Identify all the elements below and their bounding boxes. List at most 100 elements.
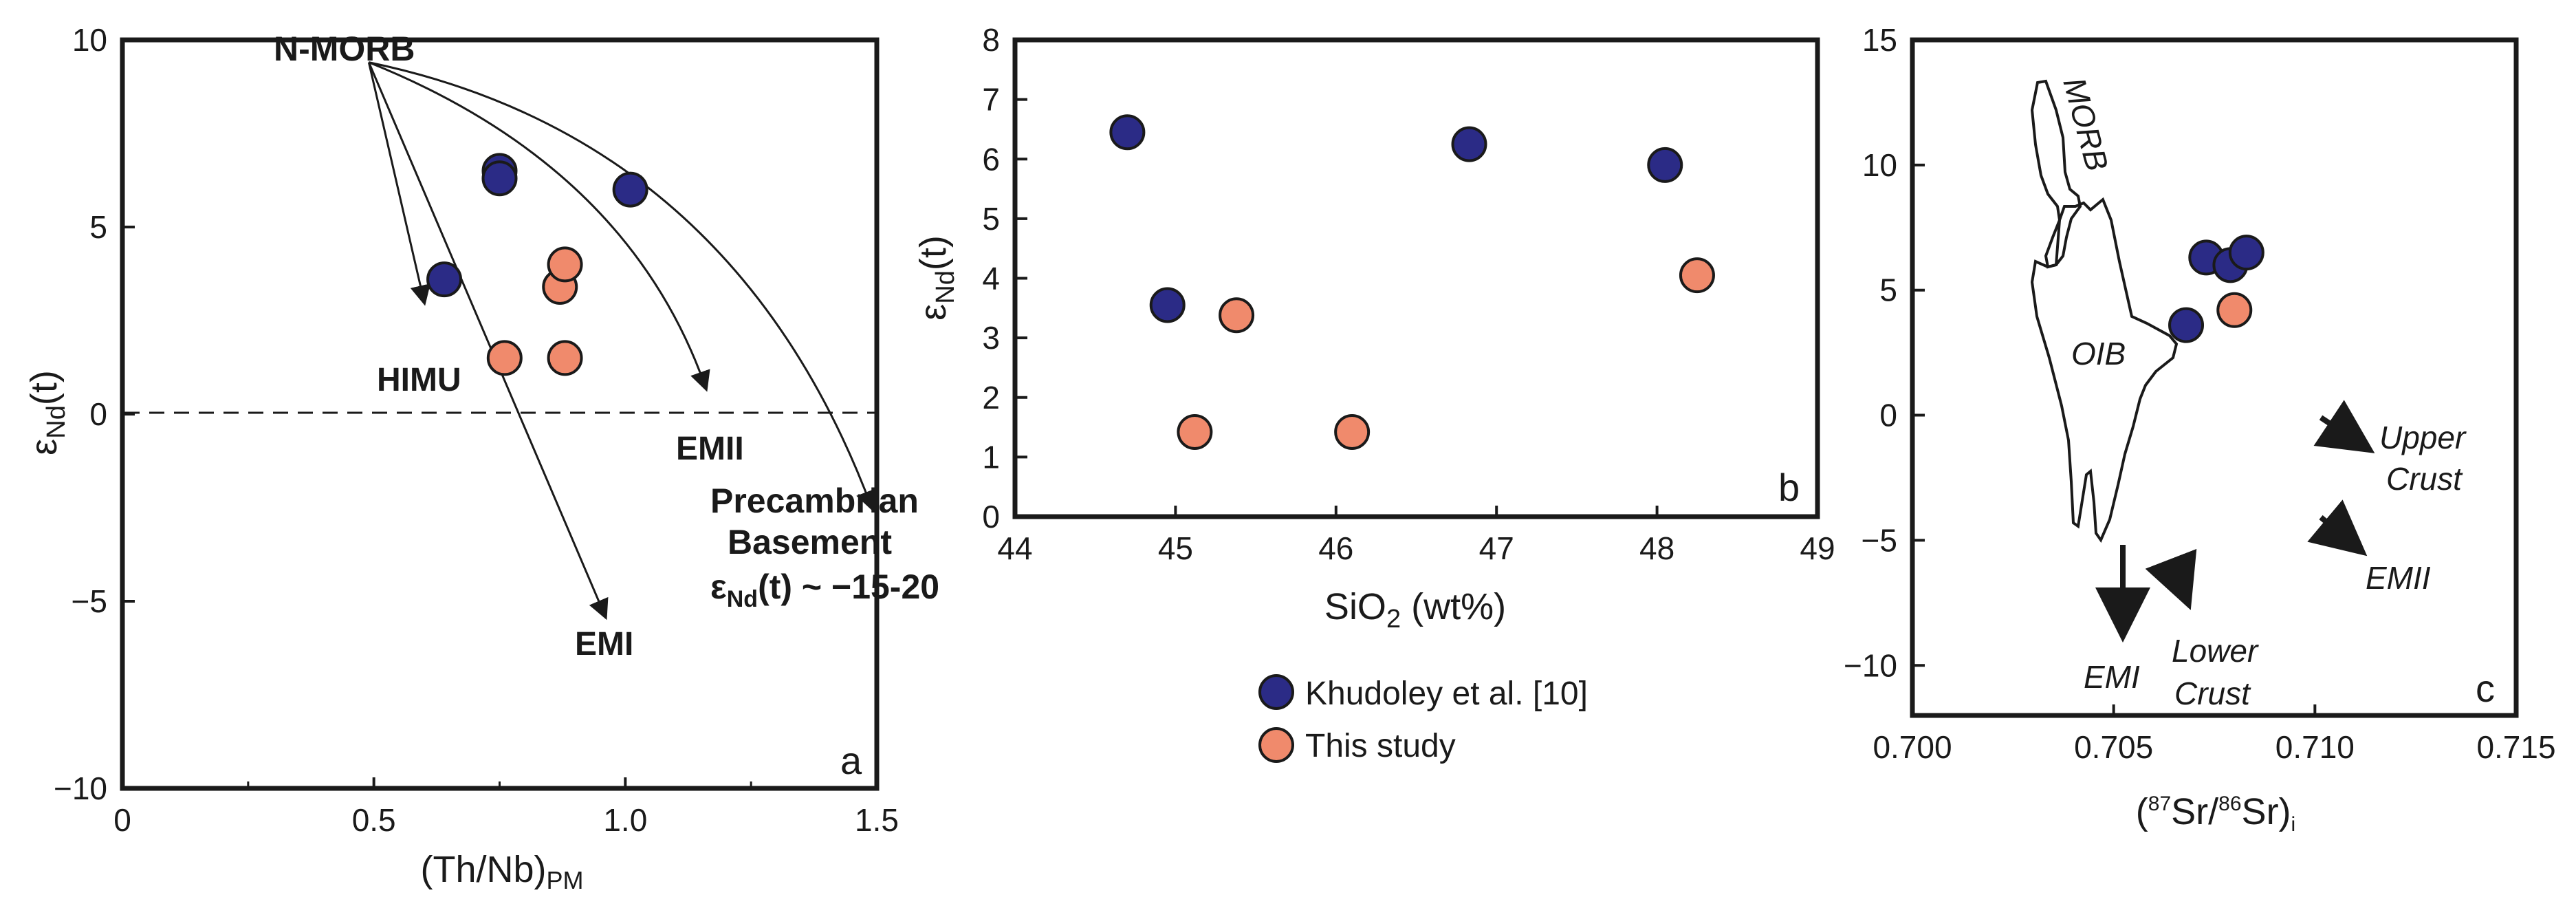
y-tick-label: 8 — [982, 22, 1000, 58]
khudoley-point — [1109, 114, 1146, 151]
legend-marker-this-study — [1258, 727, 1294, 763]
emii-arrow — [2307, 499, 2368, 557]
this-study-point — [547, 340, 583, 376]
y-tick-label: 1 — [982, 439, 1000, 475]
panel-a-frame — [120, 37, 880, 791]
x-tick-label: 45 — [1158, 530, 1193, 566]
mixing-line-emi — [367, 62, 609, 621]
panel-a-xlabel: (Th/Nb)PM — [420, 849, 583, 894]
x-tick-label: 0.705 — [2074, 729, 2153, 765]
panel-c-xlabel: (87Sr/86Sr)i — [2136, 791, 2295, 836]
panel-b-letter: b — [1778, 466, 1800, 509]
oib-field-label: OIB — [2071, 336, 2126, 371]
this-study-point — [1177, 413, 1213, 450]
mixing-line-emii — [368, 61, 710, 392]
y-tick-label: 6 — [982, 141, 1000, 177]
legend-marker-khudoley — [1258, 674, 1294, 710]
panel-c-letter: c — [2476, 667, 2495, 710]
khudoley-point — [612, 171, 648, 208]
y-tick-label: −5 — [1862, 522, 1897, 558]
himu-label: HIMU — [377, 362, 461, 398]
panel-c-frame — [1910, 37, 2519, 718]
y-tick-label: 0 — [1879, 398, 1897, 433]
emii-c-label: EMII — [2366, 560, 2431, 596]
y-tick-label: 0 — [982, 499, 1000, 535]
y-tick-label: 5 — [982, 201, 1000, 237]
x-tick-label: 48 — [1639, 530, 1674, 566]
x-tick-label: 1.5 — [855, 802, 899, 838]
panel-a: 0 0.5 1.0 1.5 −10 −5 0 5 10 N-MORB HIMU EMII EMI… — [23, 22, 939, 894]
khudoley-point — [1451, 126, 1487, 162]
khudoley-point — [1647, 147, 1683, 183]
x-tick-label: 0.715 — [2476, 729, 2555, 765]
mixing-line-precambrian — [369, 61, 876, 512]
legend-label-khudoley: Khudoley et al. [10] — [1305, 676, 1588, 712]
y-tick-label: 4 — [982, 261, 1000, 296]
panel-b-xlabel: SiO2 (wt%) — [1324, 586, 1506, 634]
emi-c-label: EMI — [2084, 659, 2140, 695]
y-tick-label: 15 — [1862, 22, 1897, 58]
x-tick-label: 1.0 — [603, 802, 647, 838]
upper-crust-arrow — [2313, 400, 2375, 453]
basement-label-2: Basement — [728, 523, 892, 561]
y-tick-label: 10 — [72, 22, 107, 58]
y-tick-label: 5 — [89, 209, 107, 245]
panel-a-points — [426, 153, 648, 376]
y-tick-label: 3 — [982, 320, 1000, 356]
panel-a-axes: 0 0.5 1.0 1.5 −10 −5 0 5 10 — [54, 22, 899, 838]
y-tick-label: 7 — [982, 82, 1000, 118]
y-tick-label: −5 — [72, 583, 107, 619]
lower-crust-label-2: Crust — [2174, 676, 2251, 711]
khudoley-point — [2228, 235, 2264, 271]
mixing-line-himu — [367, 62, 431, 306]
x-tick-label: 49 — [1800, 530, 1835, 566]
x-tick-label: 44 — [997, 530, 1032, 566]
y-tick-label: 0 — [89, 396, 107, 432]
x-tick-label: 0.5 — [352, 802, 396, 838]
khudoley-point — [481, 160, 518, 197]
this-study-point — [1679, 257, 1715, 294]
oib-field — [2030, 197, 2179, 543]
end-member-mixing-lines — [367, 61, 876, 621]
y-tick-label: −10 — [54, 770, 107, 806]
x-tick-label: 46 — [1318, 530, 1353, 566]
x-tick-label: 0.700 — [1873, 729, 1952, 765]
this-study-point — [2216, 292, 2253, 328]
basement-eps-label: εNd(t) ~ −15-20 — [710, 568, 939, 612]
this-study-point — [1334, 413, 1371, 450]
panel-a-ylabel: εNd(t) — [23, 370, 71, 455]
y-tick-label: −10 — [1844, 647, 1897, 683]
this-study-point — [1219, 297, 1255, 334]
this-study-point — [547, 246, 583, 283]
khudoley-point — [1149, 287, 1186, 323]
basement-label-1: Precambrian — [710, 482, 919, 520]
legend: Khudoley et al. [10] This study — [1258, 674, 1588, 764]
lower-crust-label-1: Lower — [2172, 633, 2259, 669]
y-tick-label: 2 — [982, 380, 1000, 416]
n-morb-label: N-MORB — [274, 30, 415, 68]
y-tick-label: 10 — [1862, 147, 1897, 183]
emi-label: EMI — [575, 626, 633, 662]
panel-a-letter: a — [840, 739, 862, 782]
legend-label-this-study: This study — [1305, 728, 1456, 764]
panel-b-points — [1109, 114, 1715, 450]
x-tick-label: 0 — [113, 802, 131, 838]
emii-label: EMII — [676, 431, 744, 467]
panel-b-ylabel: εNd(t) — [913, 235, 960, 321]
panel-c-points — [2168, 235, 2264, 343]
y-tick-label: 5 — [1879, 272, 1897, 308]
upper-crust-label-1: Upper — [2379, 420, 2467, 455]
x-tick-label: 47 — [1479, 530, 1514, 566]
morb-field — [2030, 79, 2082, 269]
khudoley-point — [2168, 307, 2205, 343]
panel-c-axes: 0.700 0.705 0.710 0.715 −10 −5 0 5 10 15 — [1844, 22, 2556, 765]
x-tick-label: 0.710 — [2275, 729, 2355, 765]
upper-crust-label-2: Crust — [2386, 461, 2463, 497]
lower-crust-arrow — [2145, 548, 2197, 610]
this-study-point — [486, 340, 523, 376]
khudoley-point — [426, 261, 463, 298]
